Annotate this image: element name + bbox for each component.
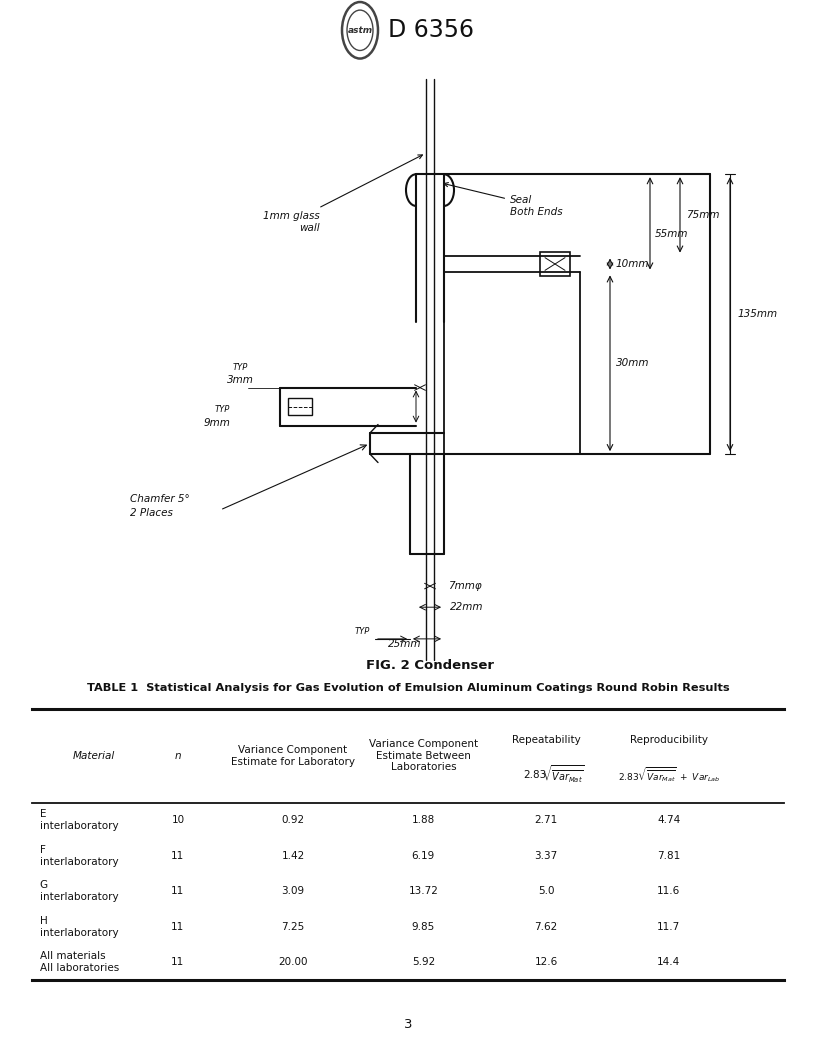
Text: 0.92: 0.92	[282, 815, 304, 826]
Text: 2.83: 2.83	[523, 770, 546, 779]
Text: All materials: All materials	[40, 951, 105, 961]
Text: 11: 11	[171, 958, 184, 967]
Text: 2 Places: 2 Places	[130, 508, 173, 518]
Text: FIG. 2 Condenser: FIG. 2 Condenser	[366, 659, 494, 672]
Text: 7.62: 7.62	[534, 922, 557, 931]
Text: 1.88: 1.88	[412, 815, 435, 826]
Text: H: H	[40, 916, 47, 926]
Text: TYP: TYP	[355, 626, 370, 636]
Text: 30mm: 30mm	[616, 358, 650, 369]
Text: 11: 11	[171, 851, 184, 861]
Text: interlaboratory: interlaboratory	[40, 856, 118, 867]
Text: 3: 3	[404, 1018, 412, 1031]
Text: 10mm: 10mm	[616, 259, 650, 269]
Text: 11.6: 11.6	[657, 886, 681, 897]
Text: interlaboratory: interlaboratory	[40, 892, 118, 903]
Text: $2.83\sqrt{\overline{Var_{Mat}}}\ +\ Var_{Lab}$: $2.83\sqrt{\overline{Var_{Mat}}}\ +\ Var…	[618, 766, 720, 784]
Text: 13.72: 13.72	[408, 886, 438, 897]
Text: Variance Component
Estimate Between
Laboratories: Variance Component Estimate Between Labo…	[369, 739, 478, 773]
Text: 25mm: 25mm	[388, 639, 422, 649]
Text: 20.00: 20.00	[278, 958, 308, 967]
Text: 135mm: 135mm	[738, 309, 778, 319]
Text: 2.71: 2.71	[534, 815, 557, 826]
Text: TYP: TYP	[233, 362, 247, 372]
Text: 55mm: 55mm	[655, 229, 689, 239]
Text: 11: 11	[171, 886, 184, 897]
Text: TYP: TYP	[215, 404, 230, 414]
Text: 10: 10	[171, 815, 184, 826]
Text: E: E	[40, 809, 47, 819]
Text: 9.85: 9.85	[412, 922, 435, 931]
Text: n: n	[175, 751, 181, 761]
Text: 1.42: 1.42	[282, 851, 304, 861]
Text: G: G	[40, 881, 48, 890]
Text: All laboratories: All laboratories	[40, 963, 119, 974]
Text: 6.19: 6.19	[412, 851, 435, 861]
Text: 1mm glass
wall: 1mm glass wall	[264, 155, 423, 232]
Text: Variance Component
Estimate for Laboratory: Variance Component Estimate for Laborato…	[231, 746, 355, 767]
Text: astm: astm	[348, 25, 373, 35]
Text: 3.37: 3.37	[534, 851, 557, 861]
Text: F: F	[40, 845, 46, 855]
Text: 12.6: 12.6	[534, 958, 557, 967]
Text: 3mm: 3mm	[227, 375, 254, 385]
Text: 7.81: 7.81	[657, 851, 681, 861]
Bar	[540, 252, 570, 276]
Text: 11.7: 11.7	[657, 922, 681, 931]
Text: 75mm: 75mm	[686, 210, 720, 220]
Text: interlaboratory: interlaboratory	[40, 928, 118, 938]
Text: 5.92: 5.92	[412, 958, 435, 967]
Text: 7mmφ: 7mmφ	[448, 581, 481, 591]
Text: Repeatability: Repeatability	[512, 735, 580, 746]
Text: 22mm: 22mm	[450, 602, 484, 612]
Text: Chamfer 5°: Chamfer 5°	[130, 493, 190, 504]
Text: Reproducibility: Reproducibility	[630, 735, 707, 746]
Text: 7.25: 7.25	[282, 922, 304, 931]
Text: 5.0: 5.0	[538, 886, 554, 897]
Text: Material: Material	[73, 751, 114, 761]
Text: interlaboratory: interlaboratory	[40, 822, 118, 831]
Text: D 6356: D 6356	[388, 18, 474, 42]
Bar	[288, 398, 312, 415]
Text: 4.74: 4.74	[657, 815, 681, 826]
Text: TABLE 1  Statistical Analysis for Gas Evolution of Emulsion Aluminum Coatings Ro: TABLE 1 Statistical Analysis for Gas Evo…	[86, 682, 730, 693]
Text: Seal
Both Ends: Seal Both Ends	[444, 183, 562, 216]
Text: 14.4: 14.4	[657, 958, 681, 967]
Text: 11: 11	[171, 922, 184, 931]
Text: 9mm: 9mm	[203, 417, 230, 428]
Text: 3.09: 3.09	[282, 886, 304, 897]
Text: $\sqrt{\overline{Var_{Mat}}}$: $\sqrt{\overline{Var_{Mat}}}$	[542, 763, 584, 786]
